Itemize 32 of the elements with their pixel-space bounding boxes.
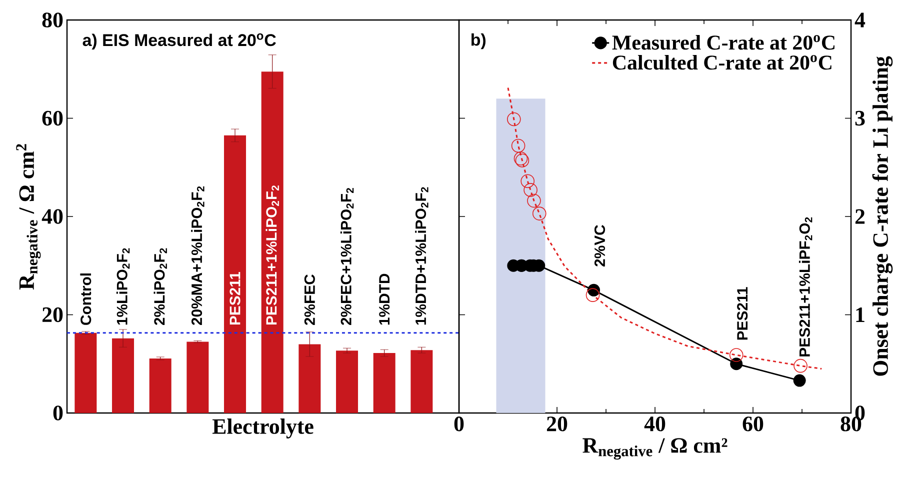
- x-tick-label: 20: [546, 416, 568, 432]
- annotation: 2%VC: [594, 225, 606, 266]
- x-tick-label: 1%DTD+1%LiPO$_{2}$F$_{2}$: [415, 187, 428, 325]
- y-tick-label: 4: [854, 12, 866, 28]
- text: a) EIS Measured at 20$^{o}$C: [82, 33, 276, 50]
- x-tick-label: 1%DTD: [379, 274, 390, 325]
- legend-label: Measured C-rate at 20$^{o}$C: [612, 34, 834, 50]
- x-tick-label: PES211+1%LiPO$_{2}$F$_{2}$: [266, 186, 279, 325]
- x-axis-title: Electrolyte: [212, 418, 314, 438]
- y-axis-title: Onset charge C-rate for Li plating: [872, 56, 893, 376]
- x-tick-label: 2%FEC+1%LiPO$_{2}$F$_{2}$: [340, 188, 354, 326]
- y-tick-label: 0: [53, 406, 63, 420]
- y-tick-label: 3: [855, 110, 865, 126]
- y-tick-label: 40: [42, 209, 63, 224]
- x-axis-title: R$_{negative}$ / Ω cm²: [582, 438, 728, 460]
- y-tick-label: 1: [856, 308, 864, 322]
- text: b): [471, 33, 486, 50]
- x-tick-label: 1%LiPO$_{2}$F$_{2}$: [116, 248, 130, 325]
- y-tick-label: 2: [855, 209, 865, 224]
- x-tick-label: Control: [80, 273, 92, 325]
- y-tick-label: 60: [42, 110, 63, 126]
- legend-label: Calculted C-rate at 20$^{o}$C: [612, 54, 832, 70]
- y-axis-title: R$_{negative}$ / Ω cm$^{2}$: [16, 144, 41, 290]
- x-tick-label: 60: [742, 416, 764, 432]
- annotation: PES211+1%LiPF$_{2}$O$_{2}$: [798, 217, 812, 356]
- x-tick-label: 0: [454, 416, 464, 432]
- x-tick-label: 2%LiPO$_{2}$F$_{2}$: [154, 248, 167, 326]
- x-tick-label: 40: [644, 416, 666, 432]
- x-tick-label: PES211: [230, 272, 240, 325]
- x-tick-label: 20%MA+1%LiPO$_{2}$F$_{2}$: [191, 186, 204, 326]
- x-tick-label: 2%FEC: [304, 274, 315, 326]
- y-tick-label: 80: [42, 12, 63, 28]
